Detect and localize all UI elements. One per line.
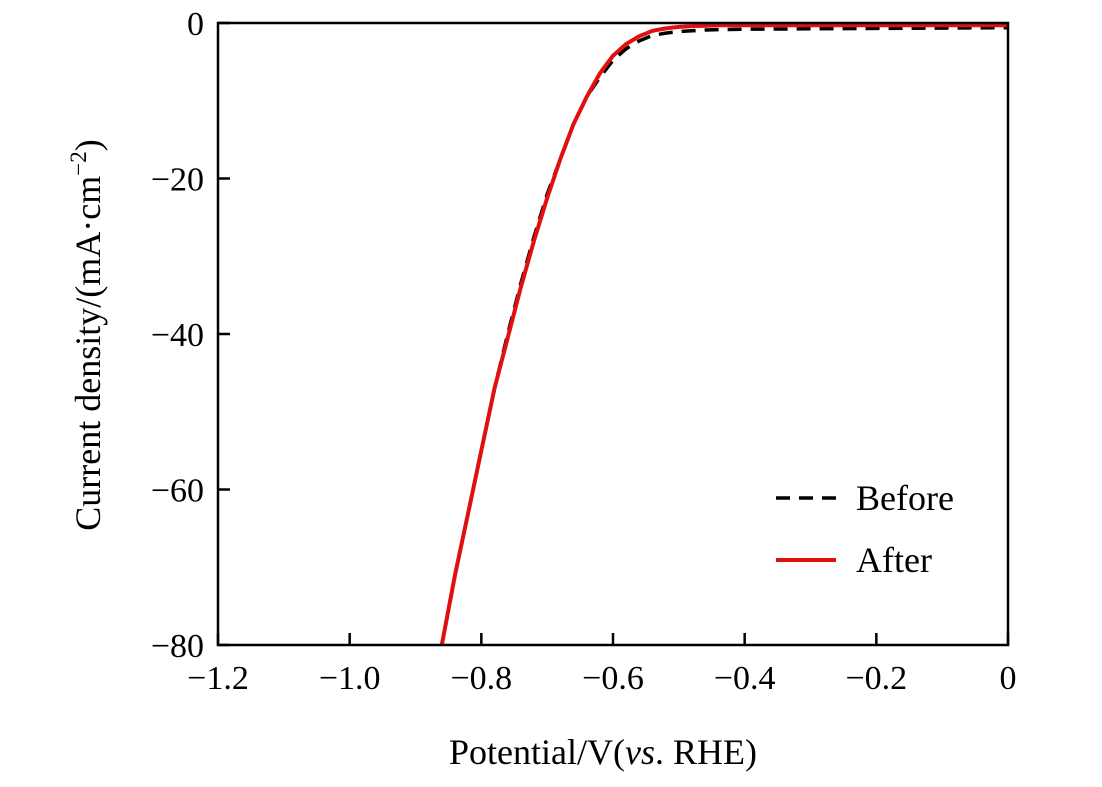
x-tick-label: −1.2 [187, 660, 249, 697]
tick-layer: −1.2 −1.0 −0.8 −0.6 −0.4 −0.2 0 0 −20 −40 −60 −80 [151, 6, 1017, 697]
y-tick-label: −20 [151, 162, 204, 199]
x-tick-label: −0.8 [450, 660, 512, 697]
x-tick-label: −0.6 [582, 660, 644, 697]
x-tick-label: −0.4 [714, 660, 776, 697]
y-tick-label: −60 [151, 473, 204, 510]
legend: Before After [776, 478, 954, 580]
y-tick-label: −40 [151, 317, 204, 354]
series-line-after [439, 23, 1008, 645]
x-tick-label: −0.2 [845, 660, 907, 697]
y-axis-label: Current density/(mA·cm−2) [66, 139, 108, 530]
x-axis-label: Potential/V(vs. RHE) [449, 732, 757, 772]
y-tick-label: 0 [187, 6, 204, 43]
x-tick-label: 0 [1000, 660, 1017, 697]
legend-label-before: Before [856, 478, 954, 518]
legend-label-after: After [856, 540, 932, 580]
x-tick-label: −1.0 [319, 660, 381, 697]
series-layer [439, 23, 1008, 645]
y-tick-label: −80 [151, 628, 204, 665]
